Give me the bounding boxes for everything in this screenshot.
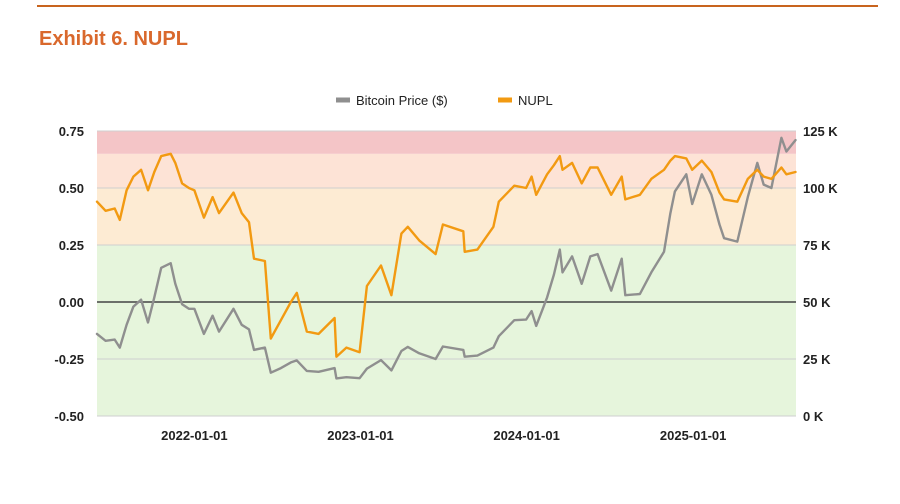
y-left-tick-label: 0.50 — [59, 181, 84, 196]
band-2 — [97, 153, 796, 188]
band-3 — [97, 131, 796, 154]
y-left-tick-label: 0.00 — [59, 295, 84, 310]
y-right-tick-label: 100 K — [803, 181, 838, 196]
top-rule — [37, 5, 878, 7]
y-right-tick-label: 25 K — [803, 352, 831, 367]
y-right-tick-label: 50 K — [803, 295, 831, 310]
x-tick-label: 2025-01-01 — [660, 428, 727, 443]
y-right-tick-label: 125 K — [803, 124, 838, 139]
band-0 — [97, 245, 796, 416]
y-right-tick-label: 0 K — [803, 409, 824, 424]
y-left-tick-label: -0.25 — [54, 352, 84, 367]
y-left-tick-label: 0.75 — [59, 124, 84, 139]
x-tick-label: 2023-01-01 — [327, 428, 394, 443]
series-line-nupl — [95, 152, 797, 358]
y-left-tick-label: 0.25 — [59, 238, 84, 253]
page-title: Exhibit 6. NUPL — [39, 28, 188, 50]
legend-label-nupl: NUPL — [518, 93, 553, 108]
y-left-tick-label: -0.50 — [54, 409, 84, 424]
x-tick-label: 2022-01-01 — [161, 428, 228, 443]
x-tick-label: 2024-01-01 — [493, 428, 560, 443]
y-right-tick-label: 75 K — [803, 238, 831, 253]
series-line-bitcoin-price — [95, 136, 797, 380]
legend-label-bitcoin-price: Bitcoin Price ($) — [356, 93, 448, 108]
